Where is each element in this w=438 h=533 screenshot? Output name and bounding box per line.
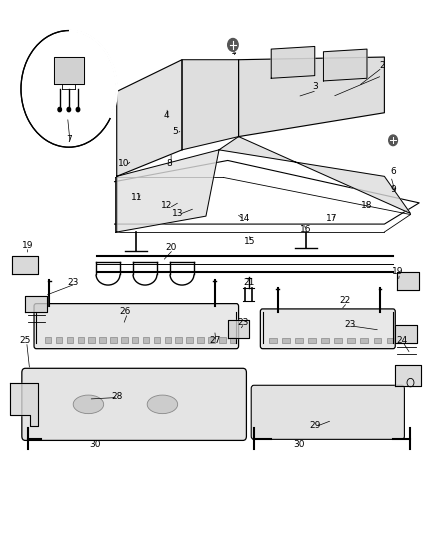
Text: 5: 5 [173,127,178,136]
Text: 24: 24 [396,336,407,345]
Text: 18: 18 [361,201,373,210]
Bar [387,338,394,343]
Polygon shape [117,150,219,232]
Text: 30: 30 [89,440,101,449]
Polygon shape [12,256,39,274]
Text: 27: 27 [209,336,220,345]
Text: 2: 2 [379,61,385,69]
Bar [121,337,127,343]
Text: 13: 13 [172,209,184,218]
Polygon shape [397,272,419,290]
Polygon shape [271,46,315,78]
Circle shape [58,108,61,112]
Polygon shape [228,319,250,338]
Bar [78,337,84,343]
Bar [295,338,303,343]
Text: 4: 4 [164,111,170,120]
Bar [360,338,368,343]
Text: 19: 19 [392,268,403,276]
Bar [45,337,51,343]
Text: 23: 23 [237,318,249,327]
Text: 25: 25 [20,336,31,345]
Text: 8: 8 [166,159,172,167]
Text: 21: 21 [244,278,255,287]
Polygon shape [182,60,239,150]
Text: 16: 16 [300,225,312,234]
Bar [154,337,160,343]
Text: 11: 11 [131,193,142,202]
Polygon shape [395,365,421,386]
Ellipse shape [73,395,104,414]
Bar [269,338,277,343]
Bar [186,337,193,343]
Bar [143,337,149,343]
Bar [99,337,106,343]
Circle shape [67,108,71,112]
Bar [165,337,171,343]
Text: 3: 3 [312,82,318,91]
Text: 29: 29 [309,421,321,430]
Text: 23: 23 [67,278,79,287]
FancyBboxPatch shape [34,304,239,349]
Polygon shape [53,57,84,84]
Bar [219,337,226,343]
Text: 19: 19 [22,241,33,250]
Polygon shape [239,57,385,136]
Text: 22: 22 [339,296,351,305]
Text: 6: 6 [390,166,396,175]
Bar [88,337,95,343]
Bar [374,338,381,343]
Bar [56,337,62,343]
Text: 15: 15 [244,237,255,246]
Polygon shape [25,296,47,312]
Polygon shape [395,325,417,343]
Bar [110,337,117,343]
Bar [308,338,316,343]
Ellipse shape [147,395,178,414]
Polygon shape [10,383,39,425]
Bar [334,338,342,343]
Bar [197,337,204,343]
Circle shape [389,135,397,146]
FancyBboxPatch shape [22,368,247,440]
Text: 28: 28 [111,392,122,401]
Bar [132,337,138,343]
Text: 30: 30 [294,440,305,449]
FancyBboxPatch shape [260,309,395,349]
FancyBboxPatch shape [251,385,404,439]
Circle shape [76,108,80,112]
Text: 14: 14 [240,214,251,223]
Polygon shape [323,49,367,81]
Text: 26: 26 [120,307,131,316]
Bar [230,337,237,343]
Text: 9: 9 [390,185,396,194]
Bar [321,338,329,343]
Text: 10: 10 [117,159,129,167]
Bar [208,337,215,343]
Bar [347,338,355,343]
Bar [176,337,182,343]
Bar [282,338,290,343]
Text: 23: 23 [344,320,355,329]
Text: 1: 1 [231,47,237,56]
Text: 17: 17 [326,214,338,223]
Text: 20: 20 [166,244,177,253]
Bar [67,337,73,343]
Circle shape [228,38,238,51]
Text: 7: 7 [66,135,72,144]
Polygon shape [117,60,182,176]
Text: 12: 12 [161,201,173,210]
Polygon shape [219,136,410,214]
